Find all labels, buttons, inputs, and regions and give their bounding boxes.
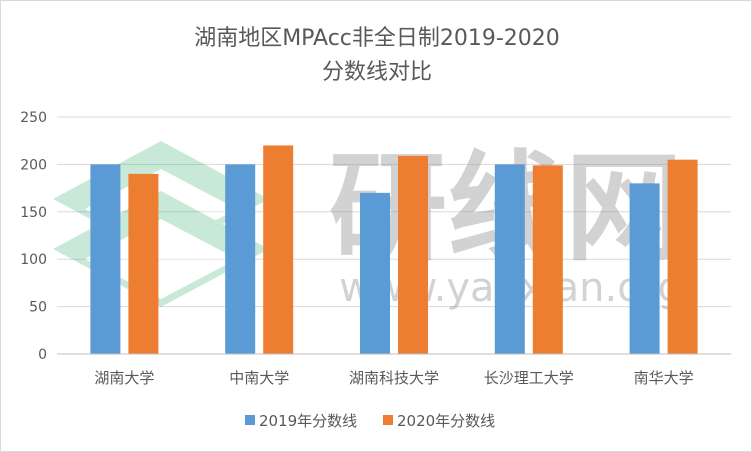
bar-series-2019	[494, 164, 525, 354]
x-category-label: 中南大学	[229, 369, 289, 387]
legend-label: 2020年分数线	[397, 412, 495, 430]
x-category-label: 湖南大学	[94, 369, 154, 387]
chart-title-line-1: 湖南地区MPAcc非全日制2019-2020	[194, 26, 560, 51]
bar-series-2020	[398, 155, 428, 354]
gridlines	[57, 116, 731, 308]
x-category-label: 南华大学	[634, 369, 694, 387]
bar-series-2019	[629, 183, 660, 354]
legend-swatch	[383, 415, 393, 425]
bar-series-2020	[263, 145, 294, 354]
y-tick-label: 250	[20, 110, 47, 126]
bars	[90, 145, 698, 354]
y-tick-label: 0	[38, 347, 47, 363]
legend: 2019年分数线 2020年分数线	[245, 412, 495, 430]
chart-title-line-2: 分数线对比	[322, 60, 432, 85]
legend-swatch	[245, 415, 255, 425]
axes: 0 50 100 150 200 250 湖南大学 中南大学 湖南科技大学 长沙理工大学 南华大学	[20, 110, 731, 387]
legend-label: 2019年分数线	[259, 412, 357, 430]
bar-series-2020	[667, 159, 698, 354]
bar-series-2019	[90, 164, 121, 354]
y-tick-label: 150	[20, 205, 47, 221]
bar-series-2020	[532, 165, 563, 354]
bar-series-2019	[225, 164, 256, 354]
y-tick-label: 100	[20, 252, 47, 268]
x-category-label: 湖南科技大学	[349, 369, 439, 387]
x-category-label: 长沙理工大学	[484, 369, 574, 387]
y-tick-label: 200	[20, 157, 47, 173]
bar-series-2019	[360, 192, 390, 354]
y-tick-label: 50	[29, 300, 47, 316]
bar-series-2020	[128, 173, 159, 354]
